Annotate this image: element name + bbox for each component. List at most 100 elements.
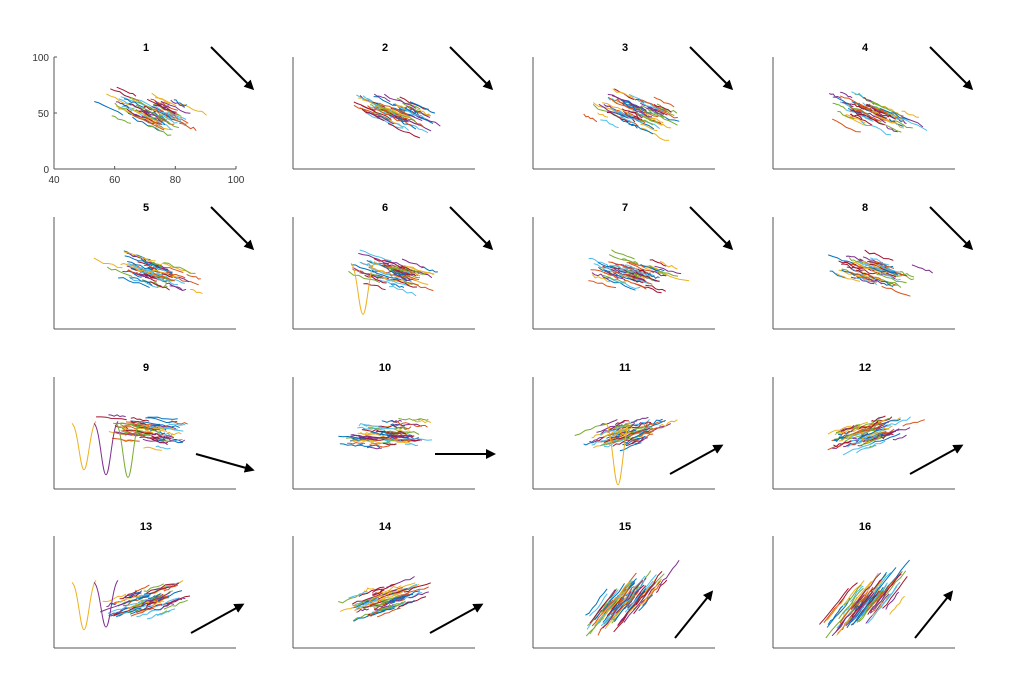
series-segment — [829, 270, 846, 279]
series-segment — [378, 588, 408, 600]
series-segment — [390, 283, 405, 288]
series-segment — [833, 440, 852, 448]
y-tick-label: 50 — [38, 109, 50, 120]
series-segment — [642, 420, 665, 428]
series-segment — [378, 588, 408, 602]
series-segment — [377, 118, 404, 129]
series-segment — [850, 429, 869, 438]
series-segment — [398, 417, 421, 421]
panel-title: 7 — [622, 202, 628, 214]
series-segment — [625, 437, 644, 447]
series-segment — [387, 123, 420, 139]
series-segment — [637, 99, 665, 113]
series-segment — [589, 589, 617, 624]
series-segment — [639, 430, 654, 438]
series-segment — [161, 273, 173, 279]
series-segment — [386, 267, 397, 275]
series-segment — [338, 593, 365, 604]
series-segment — [398, 596, 427, 607]
series-segment — [826, 598, 845, 621]
series-segment — [650, 112, 678, 126]
series-segment — [147, 416, 178, 420]
panel-14: 14 — [292, 521, 484, 649]
series-segment — [865, 264, 882, 272]
series-segment — [132, 116, 163, 133]
series-segment — [108, 414, 126, 418]
series-segment — [878, 269, 897, 278]
series-segment — [644, 113, 664, 124]
series-segment — [881, 427, 911, 437]
series-segment — [173, 99, 187, 107]
trend-arrow — [190, 603, 245, 634]
series-segment — [370, 442, 397, 446]
series-segment — [373, 601, 389, 608]
series-segment — [398, 120, 417, 130]
series-segment — [363, 283, 386, 291]
series-segment — [390, 419, 402, 423]
series-segment — [882, 576, 908, 609]
series-segment — [630, 278, 644, 284]
series-segment — [842, 442, 874, 456]
series-segment — [130, 420, 147, 425]
series-segment — [134, 584, 150, 592]
series-segment — [602, 591, 632, 629]
series-segment — [850, 271, 877, 283]
series-segment — [603, 104, 616, 111]
series-segment — [130, 607, 155, 617]
series-segment — [597, 112, 609, 118]
series-segment — [851, 103, 867, 111]
series-segment — [607, 96, 634, 110]
y-tick-label: 0 — [43, 165, 49, 176]
series-segment — [151, 269, 180, 279]
series-segment — [604, 270, 626, 281]
series-segment — [628, 123, 654, 135]
series-segment — [100, 599, 130, 613]
series-segment — [598, 266, 611, 272]
series-segment — [124, 255, 153, 267]
series-segment — [626, 261, 645, 269]
series-segment — [141, 591, 171, 605]
panel-6: 6 — [292, 202, 494, 330]
series-segment — [385, 596, 406, 605]
series-segment — [864, 249, 894, 261]
series-segment — [379, 437, 408, 442]
series-segment — [624, 574, 657, 613]
series-spike — [71, 580, 97, 631]
panel-8: 8 — [772, 202, 974, 330]
trend-arrow — [210, 46, 255, 91]
x-tick-label: 60 — [109, 175, 121, 186]
series-segment — [600, 424, 623, 435]
series-segment — [851, 591, 874, 618]
series-segment — [393, 269, 413, 276]
series-segment — [833, 434, 851, 443]
series-segment — [867, 425, 893, 437]
series-segment — [383, 93, 417, 109]
series-segment — [901, 110, 920, 118]
series-segment — [154, 100, 171, 109]
series-segment — [360, 431, 374, 435]
series-segment — [868, 276, 889, 284]
series-segment — [145, 118, 173, 131]
series-segment — [408, 266, 434, 276]
series-segment — [375, 430, 406, 435]
series-segment — [891, 114, 904, 123]
series-segment — [391, 107, 415, 118]
series-segment — [862, 423, 880, 431]
series-segment — [649, 259, 667, 267]
series-segment — [369, 267, 390, 276]
series-segment — [398, 106, 426, 120]
series-segment — [574, 423, 607, 436]
series-segment — [617, 590, 646, 626]
series-segment — [158, 438, 171, 443]
series-segment — [136, 588, 164, 600]
series-segment — [599, 427, 620, 436]
series-segment — [860, 121, 892, 136]
series-segment — [881, 279, 902, 288]
panel-title: 9 — [143, 362, 149, 374]
series-segment — [350, 439, 374, 443]
series-segment — [626, 271, 639, 278]
series-segment — [634, 283, 662, 294]
series-segment — [882, 559, 910, 594]
series-segment — [167, 111, 187, 120]
trend-arrow — [909, 444, 964, 475]
